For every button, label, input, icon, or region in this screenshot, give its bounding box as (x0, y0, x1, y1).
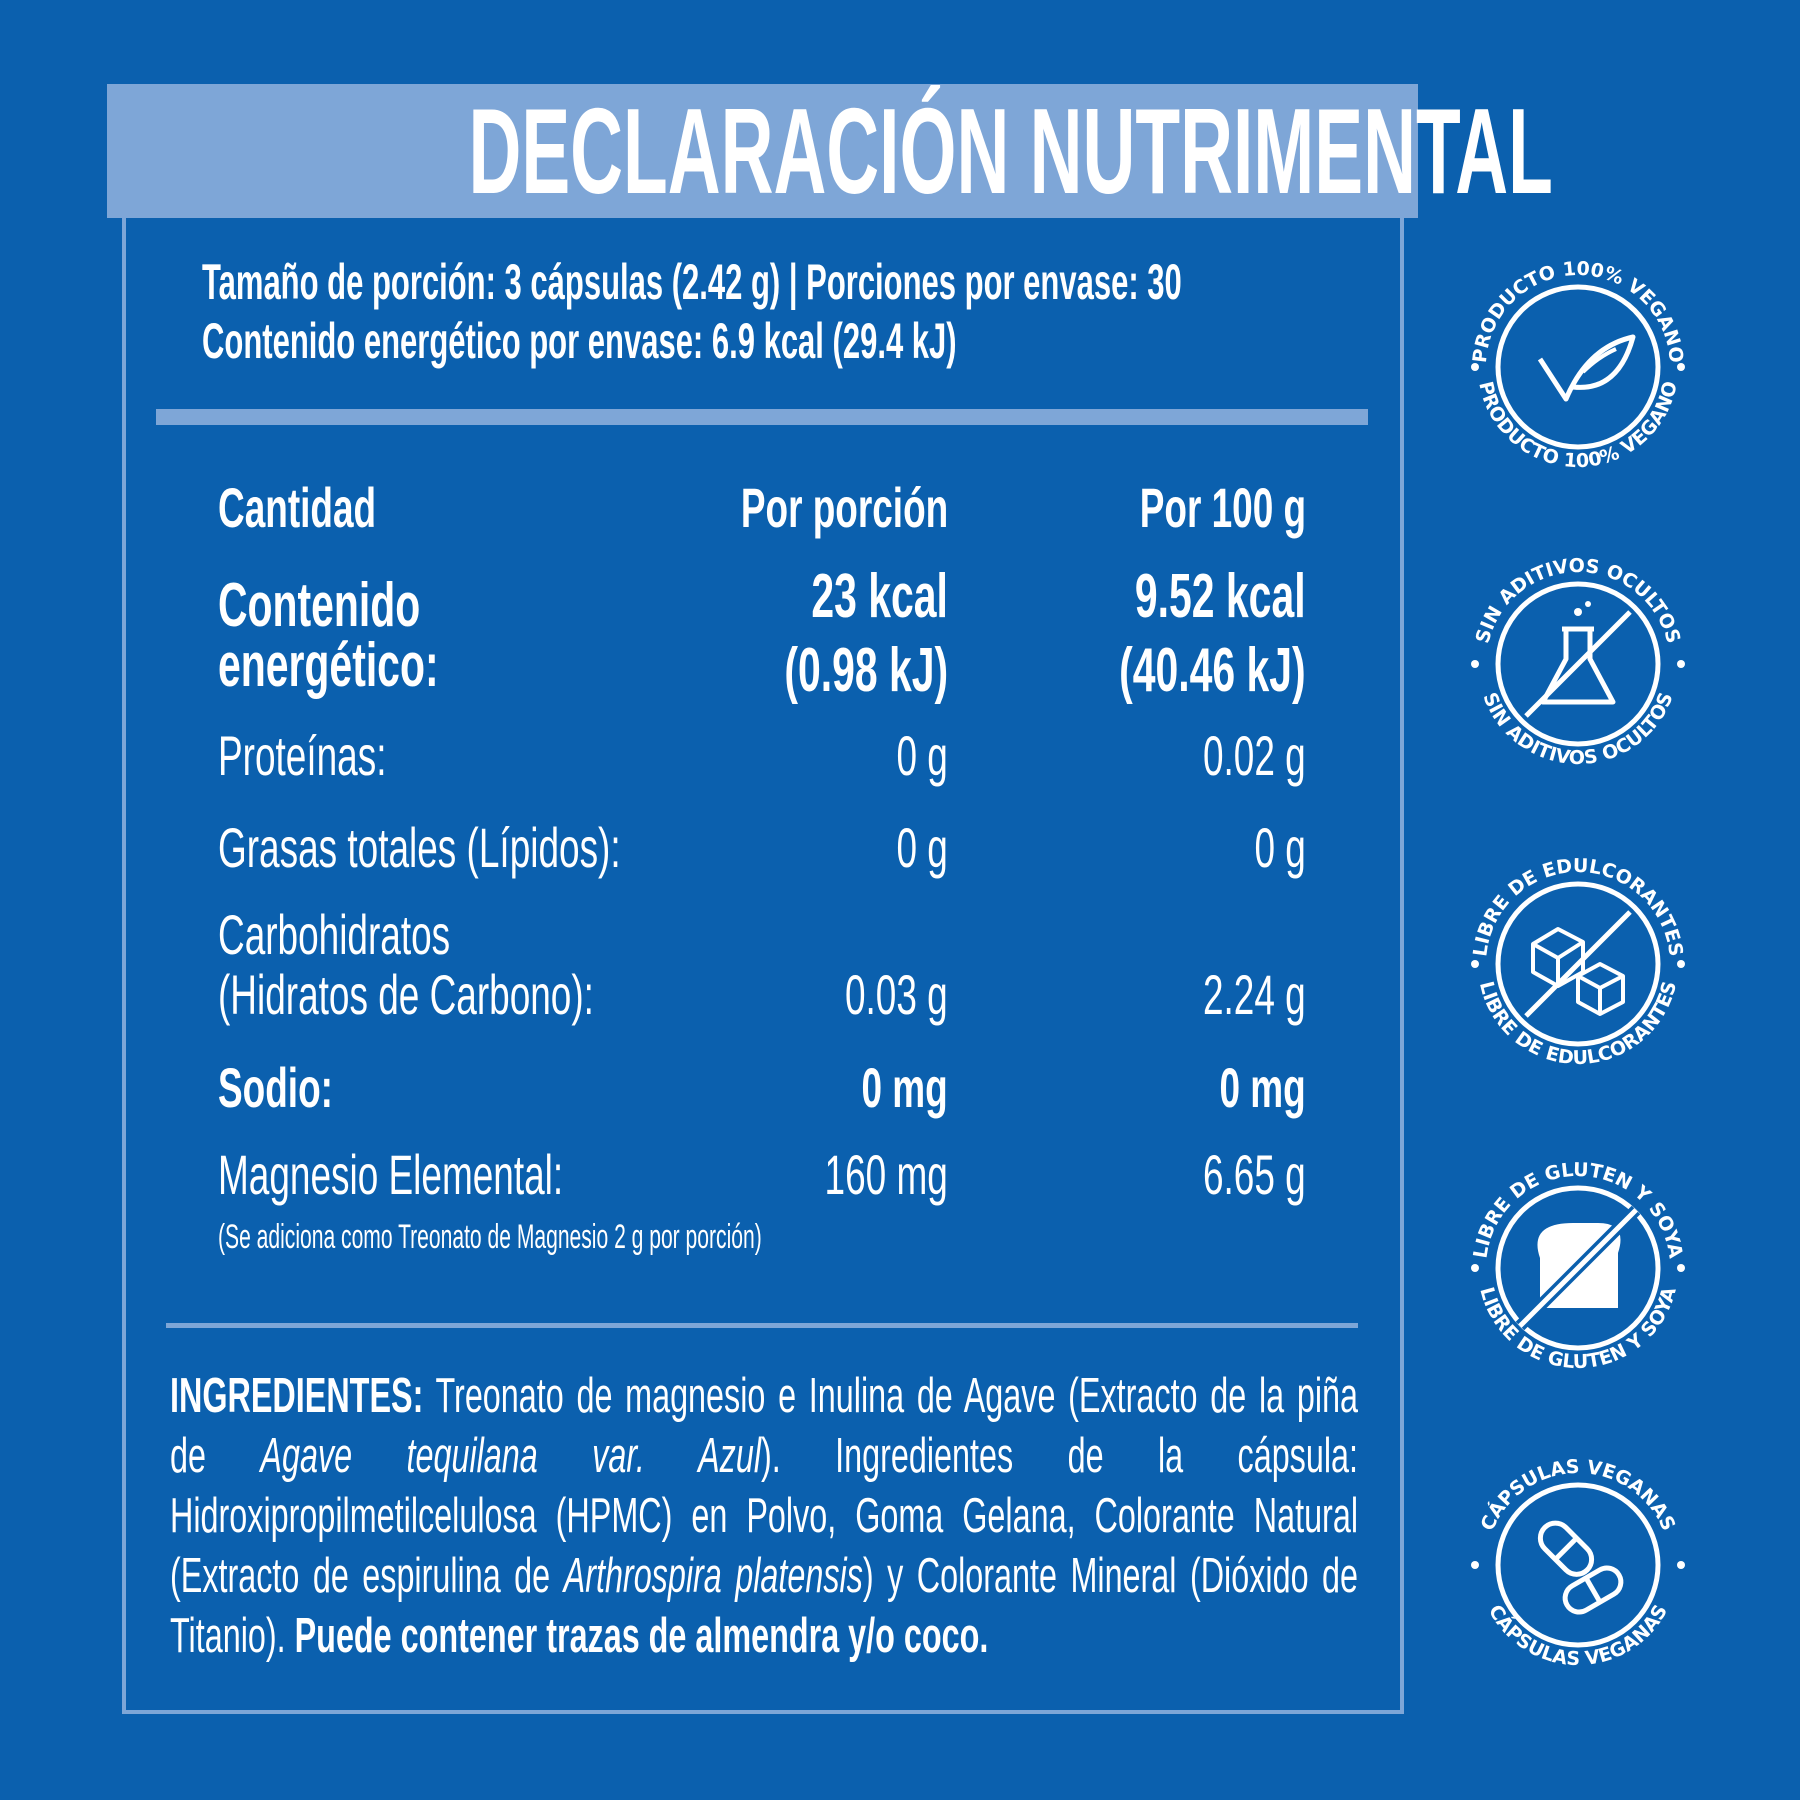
energy-per-container-text: Contenido energético por envase: 6.9 kca… (202, 313, 957, 369)
row-label: Magnesio Elemental: (218, 1143, 564, 1206)
badge-graphic: PRODUCTO 100% VEGANO PRODUCTO 100% VEGAN… (1469, 258, 1687, 472)
per-100g-value: (40.46 kJ) (1119, 636, 1306, 705)
row-label: Carbohidratos (218, 903, 451, 966)
badge-no-sugar-cubes: LIBRE DE EDULCORANTES LIBRE DE EDULCORAN… (1463, 849, 1693, 1079)
per-100g-value: 2.24 g (1203, 963, 1306, 1026)
table-row: Grasas totales (Lípidos): 0 g 0 g (218, 818, 1308, 878)
note-text: (Se adiciona como Treonato de Magnesio 2… (218, 1218, 762, 1256)
badge-vegan-leaf-check: PRODUCTO 100% VEGANO PRODUCTO 100% VEGAN… (1463, 252, 1693, 482)
no-sugar-cubes-icon (1524, 910, 1632, 1018)
ingredients-text: ). Ingredientes de la cápsula: Hidroxipr… (170, 1429, 1358, 1603)
ingredients-species: Agave tequilana var. Azul (260, 1429, 762, 1483)
row-label: Grasas totales (Lípidos): (218, 816, 621, 879)
nutrition-panel (122, 218, 1404, 1714)
allergen-warning: Puede contener trazas de almendra y/o co… (294, 1609, 989, 1663)
ingredients-heading: INGREDIENTES: (170, 1369, 424, 1423)
row-label: Sodio: (218, 1056, 333, 1119)
capsules-icon (1537, 1520, 1624, 1615)
ingredients-text: ) y Colorante Mineral (Dióxido de Titani… (170, 1549, 1358, 1663)
per-100g-value: 9.52 kcal (1135, 562, 1306, 631)
ingredients-text: Treonato de magnesio e Inulina de Agave … (170, 1369, 1358, 1483)
badge-capsules: CÁPSULAS VEGANAS CÁPSULAS VEGANAS (1463, 1450, 1693, 1680)
badge-no-flask: SIN ADITIVOS OCULTOS SIN ADITIVOS OCULTO… (1463, 549, 1693, 779)
per-serving-value: 160 mg (824, 1143, 948, 1206)
header-cantidad: Cantidad (218, 476, 377, 539)
badge-no-bread: LIBRE DE GLUTEN Y SOYA LIBRE DE GLUTEN Y… (1463, 1153, 1693, 1383)
per-100g-value: 6.65 g (1203, 1143, 1306, 1206)
svg-text:PRODUCTO 100% VEGANO: PRODUCTO 100% VEGANO (1474, 379, 1682, 472)
per-serving-value: 0 g (896, 724, 948, 787)
header-por-100g: Por 100 g (1139, 476, 1306, 539)
svg-text:CÁPSULAS VEGANAS: CÁPSULAS VEGANAS (1476, 1456, 1679, 1534)
title-band: DECLARACIÓN NUTRIMENTAL (107, 84, 1553, 218)
no-flask-icon (1524, 601, 1632, 718)
serving-size-text: Tamaño de porción: 3 cápsulas (2.42 g) |… (202, 254, 1182, 310)
row-label: Proteínas: (218, 724, 387, 787)
table-row: Magnesio Elemental: 160 mg 6.65 g (218, 1145, 1308, 1205)
badge-text: CÁPSULAS VEGANAS (1476, 1456, 1679, 1534)
table-row: Carbohidratos (Hidratos de Carbono): 0.03… (218, 905, 1308, 1025)
badge-graphic: CÁPSULAS VEGANAS CÁPSULAS VEGANAS (1471, 1456, 1685, 1670)
per-serving-value: 23 kcal (811, 562, 948, 631)
per-100g-value: 0.02 g (1203, 724, 1306, 787)
header-por-porcion: Por porción (740, 476, 948, 539)
table-row: Proteínas: 0 g 0.02 g (218, 726, 1308, 786)
badge-graphic: SIN ADITIVOS OCULTOS SIN ADITIVOS OCULTO… (1471, 555, 1685, 769)
badge-graphic: LIBRE DE GLUTEN Y SOYA LIBRE DE GLUTEN Y… (1469, 1159, 1686, 1373)
row-label: (Hidratos de Carbono): (218, 963, 594, 1026)
table-header: Cantidad Por porción Por 100 g (218, 478, 1308, 538)
vegan-leaf-check-icon (1537, 334, 1636, 402)
ingredients-species: Arthrospira platensis (563, 1549, 863, 1603)
per-serving-value: 0 mg (861, 1056, 948, 1119)
serving-size: Tamaño de porción: 3 cápsulas (2.42 g) |… (202, 254, 1782, 310)
row-label: energético: (218, 631, 439, 700)
page-title: DECLARACIÓN NUTRIMENTAL (107, 90, 1552, 212)
row-label: Contenido (218, 571, 421, 640)
per-100g-value: 0 mg (1219, 1056, 1306, 1119)
table-row: Sodio: 0 mg 0 mg (218, 1058, 1308, 1118)
table-row: Contenido energético: 23 kcal (0.98 kJ) 9.… (218, 560, 1308, 705)
title-text: DECLARACIÓN NUTRIMENTAL (468, 83, 1553, 219)
ingredients: INGREDIENTES: Treonato de magnesio e Inu… (170, 1366, 1358, 1666)
per-100g-value: 0 g (1254, 816, 1306, 879)
divider-thick (156, 409, 1368, 425)
magnesium-note: (Se adiciona como Treonato de Magnesio 2… (218, 1217, 1095, 1257)
divider-thin (166, 1323, 1358, 1328)
per-serving-value: 0 g (896, 816, 948, 879)
no-bread-icon (1515, 1205, 1641, 1331)
per-serving-value: 0.03 g (845, 963, 948, 1026)
badge-graphic: LIBRE DE EDULCORANTES LIBRE DE EDULCORAN… (1469, 855, 1687, 1069)
per-serving-value: (0.98 kJ) (784, 636, 948, 705)
badge-text: PRODUCTO 100% VEGANO (1474, 379, 1682, 472)
energy-per-container: Contenido energético por envase: 6.9 kca… (202, 313, 1419, 369)
